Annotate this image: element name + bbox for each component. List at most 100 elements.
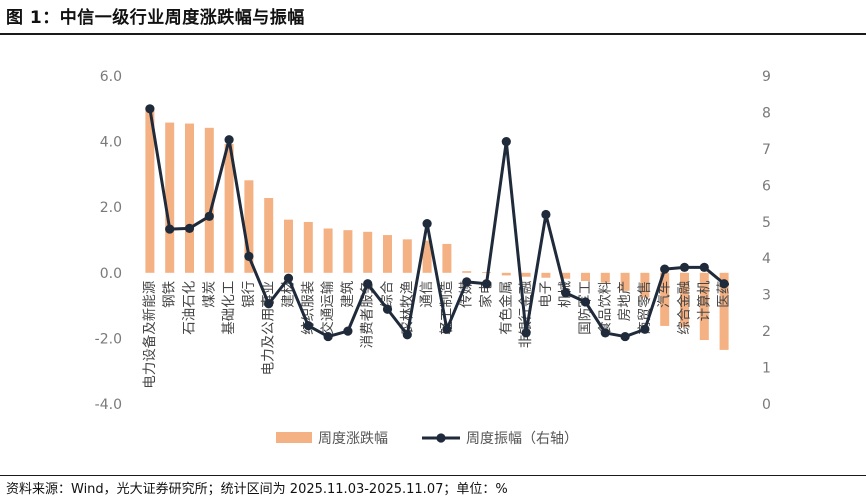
bar-weekly-change xyxy=(680,272,689,327)
category-label: 建筑 xyxy=(340,280,356,307)
amplitude-point xyxy=(699,262,709,272)
category-label: 电力设备及新能源 xyxy=(141,280,158,388)
legend-bar-swatch xyxy=(276,432,312,443)
amplitude-point xyxy=(481,279,492,289)
y-right-tick-label: 3 xyxy=(762,288,771,304)
y-left-tick-label: -2.0 xyxy=(95,331,122,347)
bar-weekly-change xyxy=(462,271,472,273)
bar-weekly-change xyxy=(204,127,214,273)
legend-line-label: 周度振幅（右轴） xyxy=(466,431,578,447)
y-right-tick-label: 4 xyxy=(762,251,771,267)
bar-weekly-change xyxy=(145,107,155,273)
amplitude-point xyxy=(323,331,333,342)
category-label: 医药 xyxy=(716,281,732,308)
bar-weekly-change xyxy=(383,235,392,273)
y-right-tick-label: 5 xyxy=(762,215,771,231)
category-label: 煤炭 xyxy=(201,281,217,308)
category-label: 综合 xyxy=(380,280,396,307)
y-right-tick-label: 9 xyxy=(762,69,771,85)
bar-weekly-change xyxy=(343,230,353,273)
category-label: 消费者服务 xyxy=(360,281,376,349)
amplitude-point xyxy=(501,137,511,147)
bar-weekly-change xyxy=(363,231,373,273)
source-note: 资料来源：Wind，光大证券研究所；统计区间为 2025.11.03-2025.… xyxy=(6,482,508,497)
amplitude-point xyxy=(600,328,610,338)
y-left-tick-label: 6.0 xyxy=(100,69,122,85)
category-label: 计算机 xyxy=(696,280,712,321)
amplitude-point xyxy=(462,277,472,287)
bar-weekly-change xyxy=(541,272,551,278)
amplitude-point xyxy=(719,279,729,289)
bar-weekly-change xyxy=(303,221,313,273)
bar-weekly-change xyxy=(501,272,511,276)
bar-weekly-change xyxy=(600,272,610,283)
bar-weekly-change xyxy=(620,272,630,291)
amplitude-point xyxy=(165,224,175,234)
bar-weekly-change xyxy=(185,123,194,273)
category-label: 农林牧渔 xyxy=(399,281,415,335)
category-label: 国防军工 xyxy=(578,281,594,335)
amplitude-point xyxy=(660,264,670,274)
amplitude-point xyxy=(442,324,452,334)
category-label: 钢铁 xyxy=(162,280,178,307)
y-left-tick-label: 0.0 xyxy=(100,266,122,282)
category-label: 石油石化 xyxy=(182,281,198,335)
amplitude-point xyxy=(422,219,432,229)
title-rule xyxy=(0,33,866,35)
y-left-tick-label: 2.0 xyxy=(100,200,122,216)
amplitude-point xyxy=(264,299,274,309)
bar-weekly-change xyxy=(521,272,531,277)
bar-weekly-change xyxy=(244,180,254,273)
y-right-tick-label: 2 xyxy=(762,324,771,340)
bar-weekly-change xyxy=(660,272,670,326)
legend-bar-label: 周度涨跌幅 xyxy=(318,431,388,447)
amplitude-point xyxy=(303,321,313,331)
amplitude-point xyxy=(363,279,373,289)
figure-title: 图 1：中信一级行业周度涨跌幅与振幅 xyxy=(6,8,305,28)
amplitude-point xyxy=(521,328,531,338)
amplitude-point xyxy=(184,223,195,233)
category-label: 传媒 xyxy=(459,280,475,307)
amplitude-point xyxy=(224,135,234,145)
category-label: 综合金融 xyxy=(677,280,693,334)
amplitude-point xyxy=(561,288,571,298)
amplitude-point xyxy=(204,211,214,221)
amplitude-point xyxy=(620,331,630,342)
bar-weekly-change xyxy=(284,219,293,273)
y-right-tick-label: 0 xyxy=(762,397,771,413)
category-label: 银行 xyxy=(241,281,257,308)
category-label: 交通运输 xyxy=(319,280,336,334)
category-label: 房地产 xyxy=(617,281,633,322)
legend-line-marker xyxy=(436,433,446,443)
category-label: 通信 xyxy=(419,281,435,308)
bar-weekly-change xyxy=(640,272,650,298)
y-right-tick-label: 7 xyxy=(762,142,771,158)
y-right-tick-label: 8 xyxy=(762,105,771,121)
bar-weekly-change xyxy=(699,272,709,341)
combo-chart: 6.0 4.0 2.0 0.0 -2.0 -4.0 9 8 7 6 5 4 3 2 1 0 电力设备及新能源 钢铁… xyxy=(95,69,771,447)
bar-weekly-change xyxy=(402,239,412,273)
amplitude-point xyxy=(541,209,551,220)
amplitude-point xyxy=(343,326,353,336)
y-left-tick-label: 4.0 xyxy=(100,135,122,151)
bar-weekly-change xyxy=(165,122,175,273)
category-label: 家电 xyxy=(478,281,495,308)
category-label: 基础化工 xyxy=(220,281,237,335)
bar-weekly-change xyxy=(264,198,274,273)
category-label: 电子 xyxy=(538,281,554,308)
category-label: 有色金属 xyxy=(497,281,514,335)
bar-weekly-change xyxy=(442,243,452,273)
amplitude-point xyxy=(640,324,650,334)
bar-weekly-change xyxy=(422,240,432,273)
amplitude-point xyxy=(244,251,254,261)
y-right-tick-label: 6 xyxy=(762,178,771,194)
bar-weekly-change xyxy=(482,272,491,273)
amplitude-point xyxy=(580,297,591,307)
category-label: 纺织服装 xyxy=(300,281,316,335)
bar-weekly-change xyxy=(224,143,234,273)
bar-weekly-change xyxy=(719,272,729,350)
bar-weekly-change xyxy=(581,272,590,281)
source-rule xyxy=(0,475,866,476)
y-right-tick-label: 1 xyxy=(762,361,771,377)
amplitude-point xyxy=(382,304,393,314)
